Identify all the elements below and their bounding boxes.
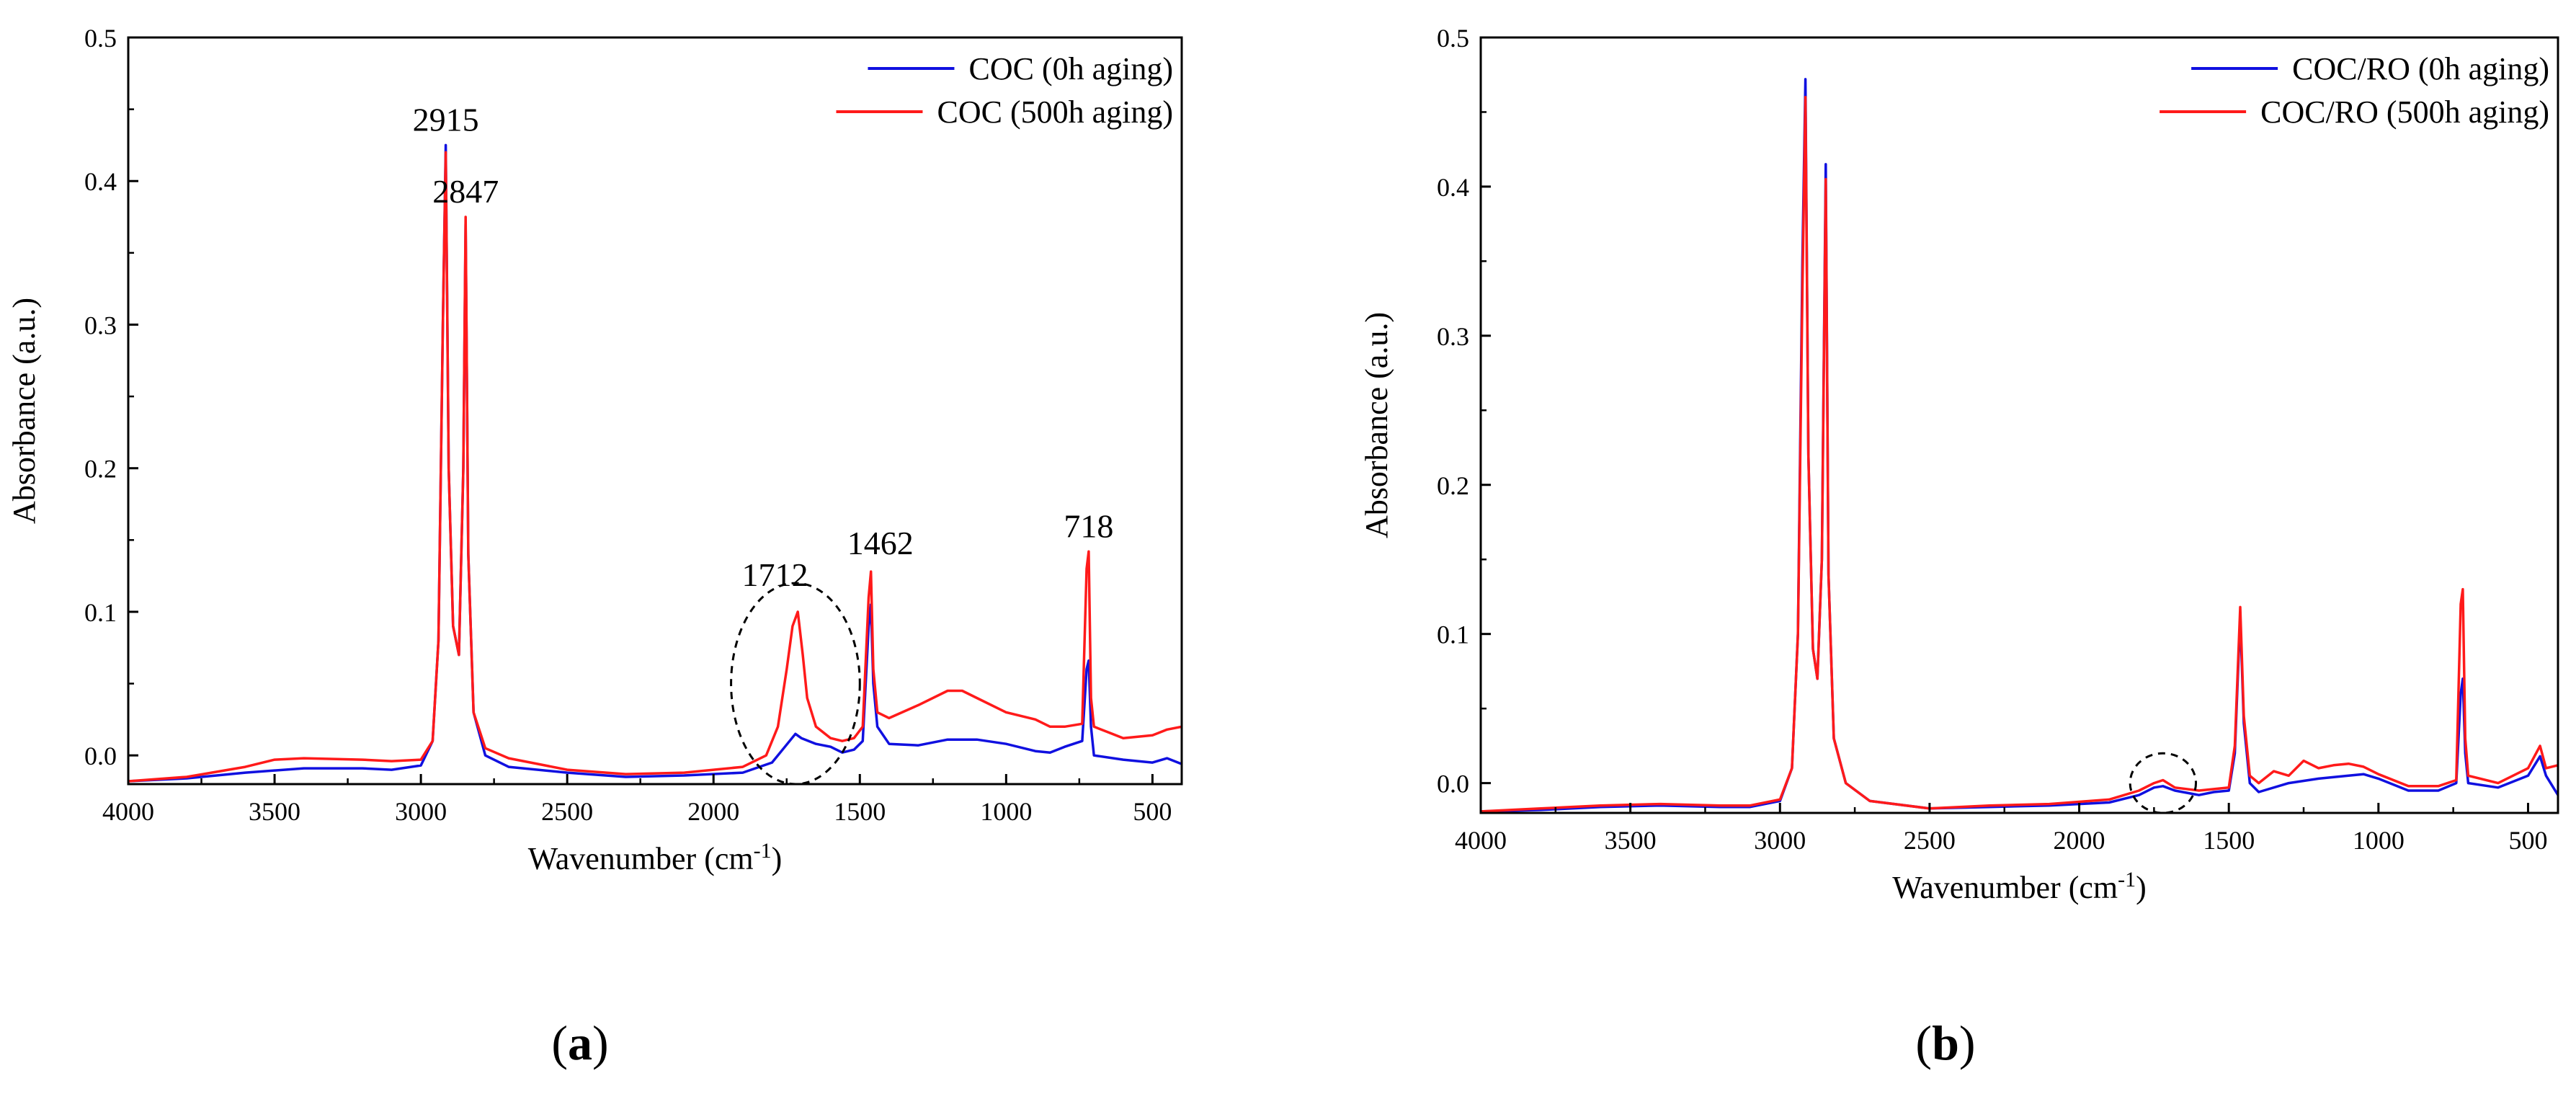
- x-axis-label: Wavenumber (cm-1): [1892, 868, 2147, 905]
- x-tick-label: 3500: [1605, 826, 1657, 855]
- y-tick-label: 0.4: [84, 167, 117, 196]
- peak-label: 1462: [847, 525, 914, 561]
- x-tick-label: 4000: [102, 797, 154, 826]
- highlight-ellipse: [2129, 752, 2198, 814]
- x-axis-label-text: Wavenumber (cm: [528, 841, 754, 876]
- panel-label-open: (: [551, 1015, 568, 1070]
- y-tick-label: 0.5: [84, 24, 117, 53]
- series-line-1: [128, 151, 1182, 783]
- x-axis-label-tail: ): [772, 841, 783, 876]
- peak-label: 2847: [432, 173, 499, 210]
- peak-label: 718: [1064, 507, 1113, 544]
- x-axis-label-sup: -1: [754, 839, 772, 863]
- legend-label-0: COC (0h aging): [968, 51, 1173, 86]
- y-tick-label: 0.4: [1437, 173, 1469, 202]
- panel-label-letter: a: [568, 1015, 592, 1070]
- y-tick-label: 0.0: [1437, 770, 1469, 799]
- x-tick-label: 500: [1133, 797, 1172, 826]
- series-line-1: [1481, 96, 2558, 813]
- y-tick-label: 0.0: [84, 742, 117, 770]
- series-line-0: [1481, 78, 2558, 813]
- panel-label: (b): [1915, 1015, 1975, 1070]
- x-tick-label: 2000: [687, 797, 739, 826]
- y-tick-label: 0.5: [1437, 24, 1469, 53]
- y-tick-label: 0.1: [1437, 621, 1469, 649]
- x-tick-label: 1000: [980, 797, 1032, 826]
- peak-label: 1712: [742, 556, 808, 593]
- x-tick-label: 3500: [249, 797, 300, 826]
- x-tick-label: 4000: [1455, 826, 1507, 855]
- legend-label-1: COC (500h aging): [937, 94, 1173, 130]
- panel-b: 4000 3500 3000 2500 2000 1500 1000 500 0.0 0.1 0.2…: [1359, 24, 2559, 1070]
- x-tick-label: 3000: [1754, 826, 1806, 855]
- panel-a: 4000 3500 3000 2500 2000 1500 1000 500 0.0 0.1 0.2…: [6, 24, 1183, 1070]
- series-line-0: [128, 143, 1182, 783]
- panel-label-open: (: [1915, 1015, 1932, 1070]
- axes-frame: [1479, 36, 2559, 814]
- x-tick-label: 1000: [2353, 826, 2405, 855]
- x-tick-label: 2000: [2054, 826, 2105, 855]
- x-tick-label: 2500: [541, 797, 593, 826]
- peak-label: 2915: [413, 102, 479, 138]
- y-tick-label: 0.2: [84, 455, 117, 484]
- x-tick-label: 1500: [834, 797, 886, 826]
- y-tick-label: 0.3: [1437, 322, 1469, 351]
- y-tick-label: 0.3: [84, 311, 117, 339]
- y-tick-label: 0.1: [84, 598, 117, 627]
- x-tick-label: 1500: [2203, 826, 2255, 855]
- highlight-ellipse: [730, 582, 861, 786]
- x-tick-label: 3000: [395, 797, 447, 826]
- y-tick-label: 0.2: [1437, 471, 1469, 500]
- panel-label-close: ): [1959, 1015, 1976, 1070]
- x-axis-label-sup: -1: [2118, 868, 2136, 891]
- panel-label-letter: b: [1932, 1015, 1959, 1070]
- x-axis-label-text: Wavenumber (cm: [1892, 870, 2118, 905]
- x-tick-label: 2500: [1904, 826, 1956, 855]
- panel-label-close: ): [592, 1015, 609, 1070]
- y-axis-label: Absorbance (a.u.): [6, 298, 42, 524]
- panel-label: (a): [551, 1015, 608, 1070]
- x-axis-label: Wavenumber (cm-1): [528, 839, 783, 876]
- axes-frame: [127, 36, 1183, 786]
- legend-label-1: COC/RO (500h aging): [2260, 94, 2549, 130]
- x-axis-label-tail: ): [2136, 870, 2147, 905]
- y-axis-label: Absorbance (a.u.): [1359, 312, 1394, 538]
- x-tick-label: 500: [2508, 826, 2547, 855]
- legend-label-0: COC/RO (0h aging): [2292, 51, 2549, 86]
